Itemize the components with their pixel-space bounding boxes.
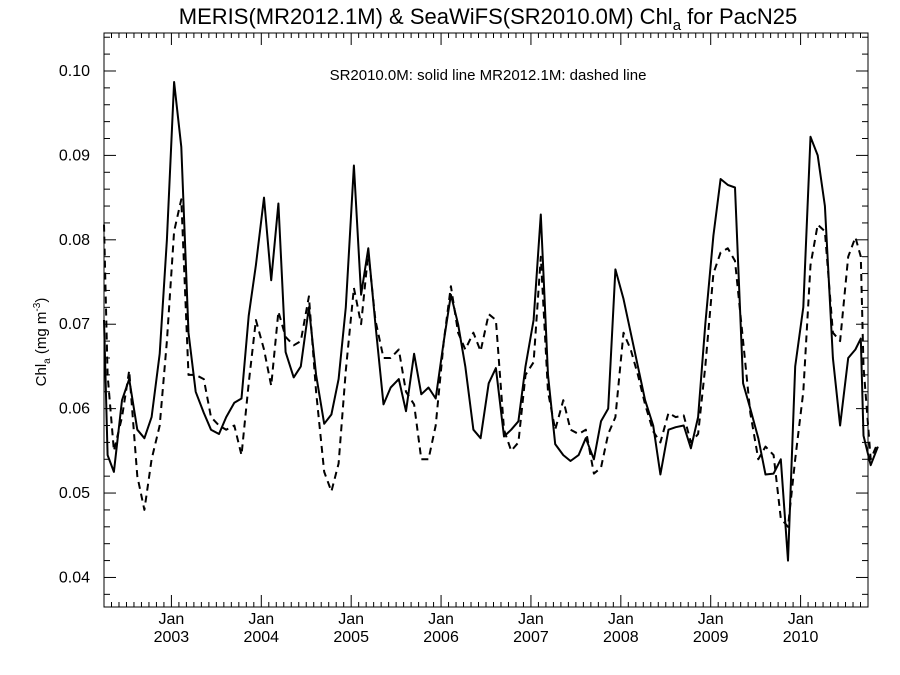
x-tick-month: Jan xyxy=(248,611,274,628)
series-line-mr2012-1m xyxy=(103,198,879,528)
x-tick-year: 2007 xyxy=(513,629,549,646)
x-tick-year: 2005 xyxy=(333,629,369,646)
y-axis-label: Chla (mg m-3) xyxy=(32,298,53,387)
y-axis: 0.04 0.05 0.06 0.07 0.08 0.09 0.10 xyxy=(59,36,868,595)
y-tick-label: 0.09 xyxy=(59,147,90,164)
legend-annotation: SR2010.0M: solid line MR2012.1M: dashed … xyxy=(330,67,647,84)
plot-frame xyxy=(103,32,869,608)
x-tick-year: 2008 xyxy=(603,629,639,646)
y-tick-label: 0.05 xyxy=(59,485,90,502)
y-tick-label: 0.10 xyxy=(59,63,90,80)
x-axis: Jan2003Jan2004Jan2005Jan2006Jan2007Jan20… xyxy=(103,33,869,646)
x-tick-month: Jan xyxy=(428,611,454,628)
x-tick-month: Jan xyxy=(159,611,185,628)
series-line-sr2010-0m xyxy=(103,81,879,562)
chart-title: MERIS(MR2012.1M) & SeaWiFS(SR2010.0M) Ch… xyxy=(179,4,797,34)
y-tick-label: 0.06 xyxy=(59,401,90,418)
x-tick-year: 2004 xyxy=(243,629,279,646)
x-tick-year: 2003 xyxy=(154,629,190,646)
y-tick-label: 0.07 xyxy=(59,316,90,333)
x-tick-year: 2009 xyxy=(693,629,729,646)
x-tick-month: Jan xyxy=(338,611,364,628)
x-tick-month: Jan xyxy=(788,611,814,628)
x-tick-month: Jan xyxy=(518,611,544,628)
y-tick-label: 0.04 xyxy=(59,569,90,586)
x-tick-year: 2010 xyxy=(783,629,819,646)
series-layer xyxy=(103,81,879,562)
y-tick-label: 0.08 xyxy=(59,232,90,249)
x-tick-year: 2006 xyxy=(423,629,459,646)
x-tick-month: Jan xyxy=(608,611,634,628)
x-tick-month: Jan xyxy=(698,611,724,628)
